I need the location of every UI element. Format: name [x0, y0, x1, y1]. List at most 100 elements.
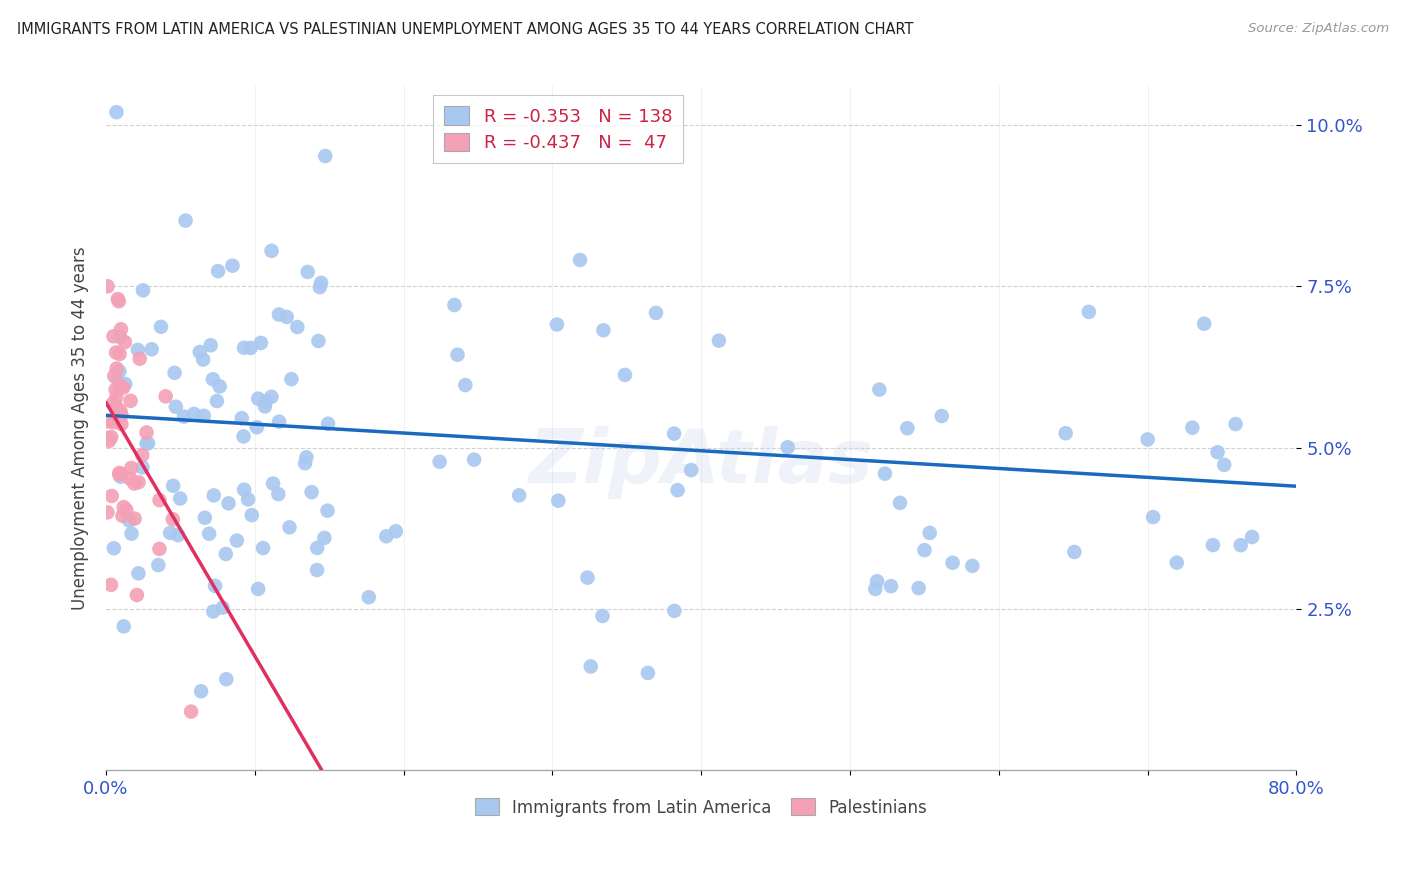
Point	[931, 409, 953, 423]
Point	[614, 368, 637, 382]
Point	[110, 403, 132, 417]
Point	[194, 510, 217, 524]
Point	[1206, 445, 1229, 459]
Point	[454, 378, 477, 392]
Point	[1077, 305, 1099, 319]
Point	[120, 393, 142, 408]
Point	[866, 574, 889, 589]
Point	[100, 578, 122, 592]
Point	[131, 460, 153, 475]
Point	[103, 369, 125, 384]
Point	[267, 487, 290, 501]
Point	[316, 503, 339, 517]
Point	[100, 430, 122, 444]
Point	[108, 364, 131, 378]
Point	[294, 456, 316, 470]
Point	[148, 558, 170, 572]
Point	[591, 609, 613, 624]
Point	[111, 508, 134, 523]
Point	[260, 244, 283, 258]
Point	[120, 461, 142, 475]
Point	[215, 547, 238, 561]
Text: IMMIGRANTS FROM LATIN AMERICA VS PALESTINIAN UNEMPLOYMENT AMONG AGES 35 TO 44 YE: IMMIGRANTS FROM LATIN AMERICA VS PALESTI…	[17, 22, 914, 37]
Point	[169, 491, 191, 506]
Point	[162, 512, 184, 526]
Point	[107, 292, 129, 306]
Point	[127, 566, 149, 581]
Point	[579, 659, 602, 673]
Point	[141, 343, 163, 357]
Point	[97, 431, 120, 445]
Point	[108, 466, 131, 480]
Point	[127, 343, 149, 357]
Point	[110, 417, 132, 431]
Point	[666, 483, 689, 498]
Point	[136, 436, 159, 450]
Point	[232, 429, 254, 443]
Point	[114, 376, 136, 391]
Point	[208, 379, 231, 393]
Point	[155, 389, 177, 403]
Point	[307, 541, 329, 555]
Point	[918, 525, 941, 540]
Point	[96, 414, 118, 428]
Point	[233, 341, 256, 355]
Point	[1202, 538, 1225, 552]
Point	[202, 604, 225, 618]
Point	[569, 252, 592, 267]
Point	[297, 265, 319, 279]
Point	[1213, 458, 1236, 472]
Point	[218, 496, 240, 510]
Point	[1054, 426, 1077, 441]
Point	[108, 379, 131, 393]
Point	[125, 588, 148, 602]
Point	[105, 361, 128, 376]
Point	[211, 600, 233, 615]
Point	[276, 310, 298, 324]
Point	[110, 469, 132, 483]
Point	[868, 383, 890, 397]
Point	[295, 450, 318, 465]
Point	[269, 415, 291, 429]
Point	[1192, 317, 1215, 331]
Point	[221, 259, 243, 273]
Point	[1241, 530, 1264, 544]
Point	[193, 409, 215, 423]
Point	[681, 463, 703, 477]
Point	[1225, 417, 1247, 431]
Point	[546, 318, 568, 332]
Point	[150, 319, 173, 334]
Point	[110, 467, 132, 482]
Point	[105, 105, 128, 120]
Point	[429, 455, 451, 469]
Point	[108, 330, 131, 344]
Point	[104, 383, 127, 397]
Text: ZipAtlas: ZipAtlas	[529, 425, 873, 499]
Point	[190, 684, 212, 698]
Point	[962, 558, 984, 573]
Point	[260, 390, 283, 404]
Point	[114, 335, 136, 350]
Point	[236, 492, 259, 507]
Point	[463, 452, 485, 467]
Point	[1063, 545, 1085, 559]
Point	[103, 541, 125, 556]
Point	[201, 372, 224, 386]
Point	[118, 471, 141, 485]
Point	[97, 279, 120, 293]
Point	[252, 541, 274, 555]
Point	[231, 411, 253, 425]
Point	[250, 335, 273, 350]
Point	[446, 348, 468, 362]
Point	[131, 448, 153, 462]
Point	[202, 488, 225, 502]
Point	[664, 604, 686, 618]
Point	[316, 417, 339, 431]
Point	[165, 400, 187, 414]
Point	[707, 334, 730, 348]
Point	[280, 372, 302, 386]
Point	[307, 563, 329, 577]
Point	[508, 488, 530, 502]
Point	[132, 284, 155, 298]
Point	[1181, 420, 1204, 434]
